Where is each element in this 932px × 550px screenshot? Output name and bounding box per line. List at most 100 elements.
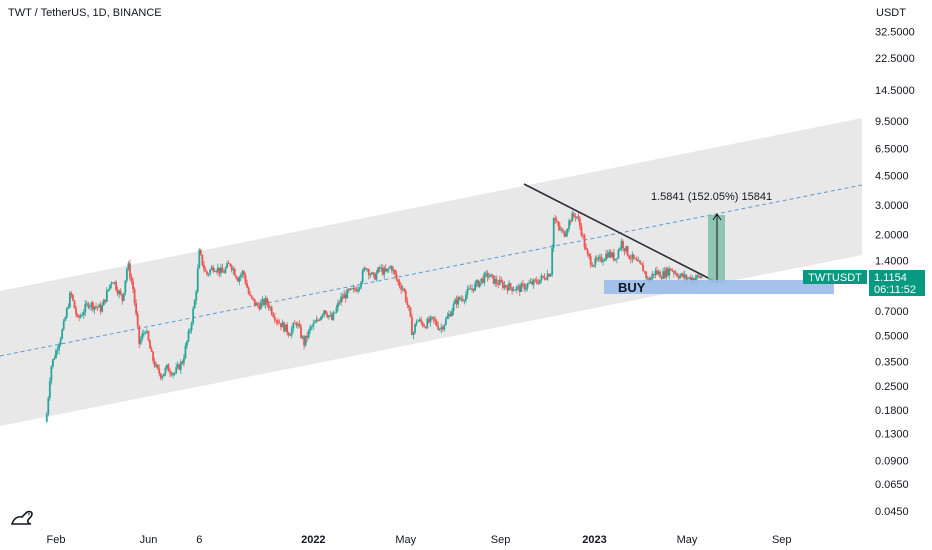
candle-body <box>158 368 161 374</box>
y-tick-label: 3.0000 <box>875 200 909 212</box>
y-tick-label: 0.1800 <box>875 405 909 417</box>
candle-body <box>330 314 333 320</box>
candle-body <box>48 381 51 398</box>
y-tick-label: 0.0650 <box>875 479 909 491</box>
candle-body <box>76 314 79 317</box>
candles <box>45 210 703 423</box>
candle-body <box>139 339 142 344</box>
candle-body <box>184 345 187 358</box>
downtrend-line[interactable] <box>523 183 719 284</box>
candle-body <box>250 295 253 298</box>
candle-body <box>383 268 386 275</box>
candle-body <box>511 287 514 291</box>
y-tick-label: 1.4000 <box>875 256 909 268</box>
candle-body <box>236 278 239 282</box>
buy-label: BUY <box>618 280 646 295</box>
candle-body <box>332 312 335 320</box>
candle-body <box>523 283 526 290</box>
candle-body <box>398 281 401 287</box>
candle-body <box>599 256 601 258</box>
candle-body <box>155 364 158 367</box>
candle-body <box>392 269 395 272</box>
candle-body <box>697 275 700 277</box>
buy-zone-rect[interactable] <box>604 280 834 294</box>
candle-body <box>175 367 178 373</box>
candle-body <box>186 341 188 346</box>
candle-body <box>219 267 222 274</box>
channel-band[interactable] <box>0 118 862 426</box>
candle-body <box>264 298 267 305</box>
candle-body <box>397 279 399 282</box>
candle-body <box>45 414 48 422</box>
candle-body <box>99 304 102 312</box>
candle-body <box>199 250 202 255</box>
candle-body <box>538 279 541 284</box>
candle-body <box>426 319 429 329</box>
candle-body <box>452 303 455 312</box>
candle-body <box>364 267 367 270</box>
candle-body <box>615 258 618 259</box>
candle-body <box>141 333 144 340</box>
candle-body <box>673 271 675 274</box>
candle-body <box>563 231 566 237</box>
candle-body <box>549 274 552 277</box>
candle-body <box>193 300 196 309</box>
candle-body <box>98 304 101 308</box>
x-tick-label: 2022 <box>301 534 325 546</box>
candle-body <box>273 316 276 321</box>
candle-body <box>182 357 185 364</box>
candle-body <box>412 332 415 336</box>
candle-body <box>196 268 199 292</box>
candle-body <box>582 235 584 237</box>
candle-body <box>545 279 547 281</box>
candle-body <box>210 267 213 270</box>
candle-body <box>293 323 296 324</box>
candle-body <box>93 306 96 310</box>
candle-body <box>622 241 624 249</box>
candle-body <box>84 303 87 313</box>
candle-body <box>671 270 674 272</box>
candle-body <box>572 213 575 217</box>
candle-body <box>281 322 284 328</box>
candle-body <box>665 268 668 278</box>
buy-zone[interactable]: BUY <box>604 280 834 295</box>
candle-body <box>437 325 440 330</box>
candle-body <box>124 280 127 293</box>
candle-body <box>508 283 510 291</box>
candle-body <box>297 324 299 326</box>
candle-body <box>101 305 104 312</box>
candle-body <box>276 320 279 323</box>
candle-body <box>367 269 370 276</box>
candle-body <box>646 277 649 279</box>
candle-body <box>520 283 523 292</box>
candle-body <box>119 290 122 295</box>
candle-body <box>546 273 549 280</box>
candle-body <box>68 293 71 308</box>
candle-body <box>380 267 383 269</box>
candle-body <box>263 299 265 305</box>
candle-body <box>651 273 654 278</box>
candle-body <box>636 258 638 261</box>
candle-body <box>127 263 130 269</box>
candle-body <box>260 302 262 310</box>
candle-body <box>280 323 282 328</box>
candle-body <box>283 322 285 332</box>
candle-body <box>102 299 105 306</box>
candle-body <box>597 257 600 260</box>
candle-body <box>535 280 538 283</box>
candle-body <box>432 316 435 320</box>
candle-body <box>491 274 493 276</box>
y-tick-label: 2.0000 <box>875 230 909 242</box>
candle-body <box>55 350 57 359</box>
candle-body <box>562 229 564 232</box>
candle-body <box>676 273 678 277</box>
y-tick-label: 14.5000 <box>875 85 915 97</box>
candle-body <box>649 277 652 282</box>
candle-body <box>346 289 349 299</box>
candle-body <box>246 283 248 288</box>
candle-body <box>521 283 524 285</box>
candle-body <box>213 271 216 272</box>
candle-body <box>619 248 621 250</box>
candle-body <box>557 221 560 227</box>
